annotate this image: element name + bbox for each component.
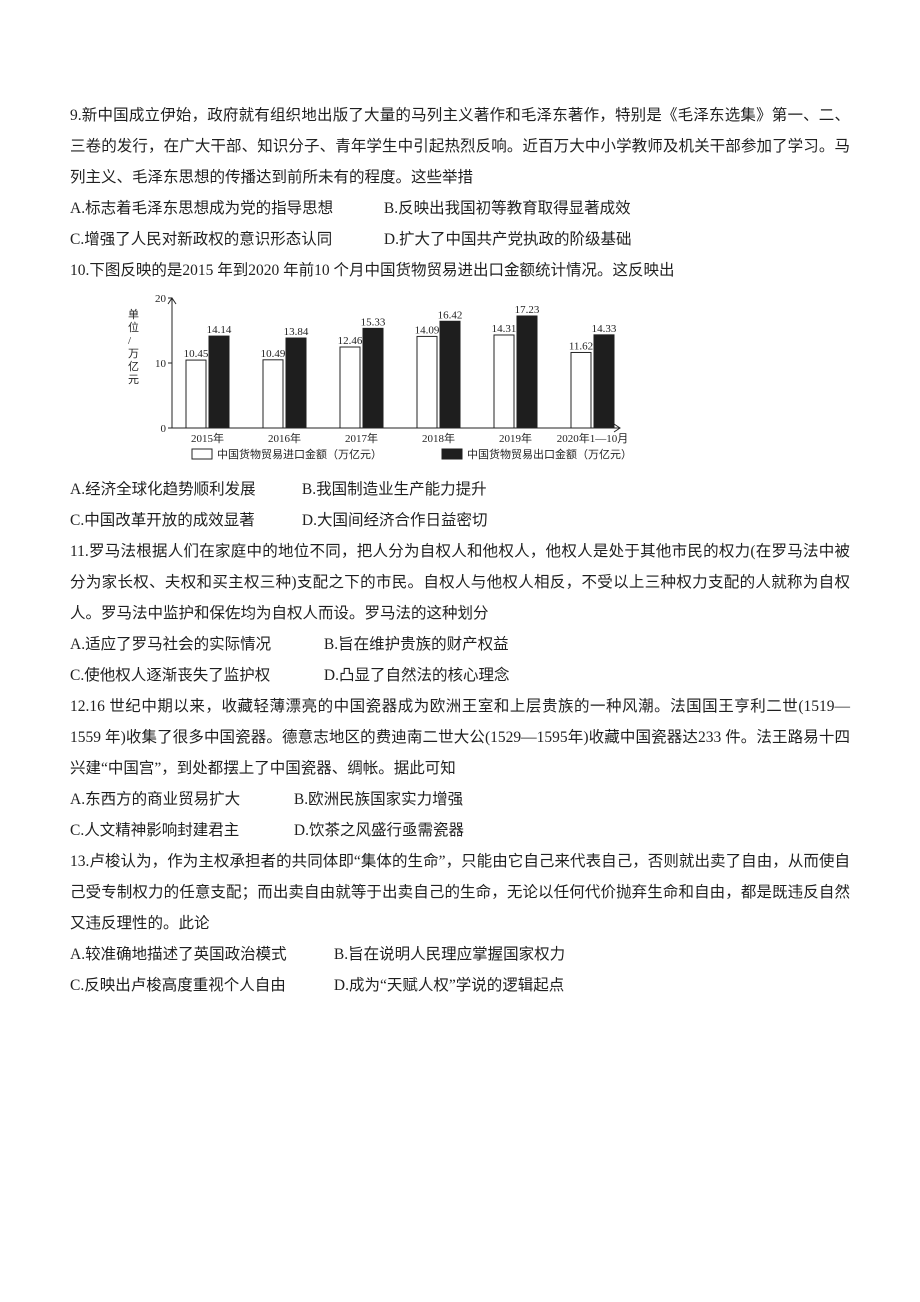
svg-text:12.46: 12.46 xyxy=(338,335,363,347)
bar-chart-svg: 单位/万亿元 0 10 20 10.45 14.14 2015年 10.49 13.84 2016… xyxy=(118,290,678,470)
svg-text:2016年: 2016年 xyxy=(268,431,301,445)
q13-opts-row1: A.较准确地描述了英国政治模式 B.旨在说明人民理应掌握国家权力 xyxy=(70,939,850,970)
svg-text:/: / xyxy=(128,335,132,347)
svg-text:16.42: 16.42 xyxy=(438,309,463,321)
q9-opt-c: C.增强了人民对新政权的意识形态认同 xyxy=(70,224,380,255)
q10-chart: 单位/万亿元 0 10 20 10.45 14.14 2015年 10.49 13.84 2016… xyxy=(118,290,678,470)
svg-text:13.84: 13.84 xyxy=(284,326,309,338)
q13-opts-row2: C.反映出卢梭高度重视个人自由 D.成为“天赋人权”学说的逻辑起点 xyxy=(70,970,850,1001)
q9-opts-row1: A.标志着毛泽东思想成为党的指导思想 B.反映出我国初等教育取得显著成效 xyxy=(70,193,850,224)
q13-opt-b: B.旨在说明人民理应掌握国家权力 xyxy=(334,939,565,970)
q11-opt-a: A.适应了罗马社会的实际情况 xyxy=(70,629,320,660)
q12-opt-c: C.人文精神影响封建君主 xyxy=(70,815,290,846)
svg-text:14.33: 14.33 xyxy=(592,323,617,335)
q9-opts-row2: C.增强了人民对新政权的意识形态认同 D.扩大了中国共产党执政的阶级基础 xyxy=(70,224,850,255)
svg-text:2020年1—10月: 2020年1—10月 xyxy=(557,431,629,445)
q12-stem: 12.16 世纪中期以来，收藏轻薄漂亮的中国瓷器成为欧洲王室和上层贵族的一种风潮… xyxy=(70,691,850,784)
q10-opt-c: C.中国改革开放的成效显著 xyxy=(70,505,298,536)
q12-opts-row1: A.东西方的商业贸易扩大 B.欧洲民族国家实力增强 xyxy=(70,784,850,815)
q10-opt-a: A.经济全球化趋势顺利发展 xyxy=(70,474,298,505)
q12-opt-d: D.饮茶之风盛行亟需瓷器 xyxy=(294,815,464,846)
svg-text:万: 万 xyxy=(128,348,139,360)
svg-text:单: 单 xyxy=(128,308,139,321)
q10-opt-b: B.我国制造业生产能力提升 xyxy=(302,474,487,505)
q11-opts-row1: A.适应了罗马社会的实际情况 B.旨在维护贵族的财产权益 xyxy=(70,629,850,660)
svg-text:14.14: 14.14 xyxy=(207,324,232,336)
q13-opt-d: D.成为“天赋人权”学说的逻辑起点 xyxy=(334,970,564,1001)
svg-text:10.45: 10.45 xyxy=(184,348,209,360)
q9-stem: 9.新中国成立伊始，政府就有组织地出版了大量的马列主义著作和毛泽东著作，特别是《… xyxy=(70,100,850,193)
svg-text:2017年: 2017年 xyxy=(345,431,378,445)
svg-text:位: 位 xyxy=(128,320,139,334)
svg-text:17.23: 17.23 xyxy=(515,304,540,316)
q13-stem: 13.卢梭认为，作为主权承担者的共同体即“集体的生命”，只能由它自己来代表自己，… xyxy=(70,846,850,939)
svg-text:中国货物贸易进口金额（万亿元）: 中国货物贸易进口金额（万亿元） xyxy=(217,447,382,461)
svg-text:11.62: 11.62 xyxy=(569,340,593,352)
svg-text:亿: 亿 xyxy=(128,360,139,373)
q10-stem: 10.下图反映的是2015 年到2020 年前10 个月中国货物贸易进出口金额统… xyxy=(70,255,850,286)
svg-text:2015年: 2015年 xyxy=(191,431,224,445)
q11-opt-c: C.使他权人逐渐丧失了监护权 xyxy=(70,660,320,691)
q13-opt-a: A.较准确地描述了英国政治模式 xyxy=(70,939,330,970)
q11-opt-d: D.凸显了自然法的核心理念 xyxy=(324,660,510,691)
q11-opts-row2: C.使他权人逐渐丧失了监护权 D.凸显了自然法的核心理念 xyxy=(70,660,850,691)
svg-text:2018年: 2018年 xyxy=(422,431,455,445)
svg-text:10: 10 xyxy=(155,358,167,370)
q13-opt-c: C.反映出卢梭高度重视个人自由 xyxy=(70,970,330,1001)
q9-opt-a: A.标志着毛泽东思想成为党的指导思想 xyxy=(70,193,380,224)
q12-opt-b: B.欧洲民族国家实力增强 xyxy=(294,784,463,815)
svg-text:10.49: 10.49 xyxy=(261,348,286,360)
q12-opts-row2: C.人文精神影响封建君主 D.饮茶之风盛行亟需瓷器 xyxy=(70,815,850,846)
q9-opt-b: B.反映出我国初等教育取得显著成效 xyxy=(384,193,631,224)
svg-text:元: 元 xyxy=(128,374,139,386)
svg-text:14.31: 14.31 xyxy=(492,323,517,335)
q11-opt-b: B.旨在维护贵族的财产权益 xyxy=(324,629,509,660)
q10-opts-row2: C.中国改革开放的成效显著 D.大国间经济合作日益密切 xyxy=(70,505,850,536)
q10-opt-d: D.大国间经济合作日益密切 xyxy=(302,505,488,536)
svg-text:2019年: 2019年 xyxy=(499,431,532,445)
q11-stem: 11.罗马法根据人们在家庭中的地位不同，把人分为自权人和他权人，他权人是处于其他… xyxy=(70,536,850,629)
svg-text:0: 0 xyxy=(161,423,167,435)
svg-text:15.33: 15.33 xyxy=(361,316,386,328)
svg-text:中国货物贸易出口金额（万亿元）: 中国货物贸易出口金额（万亿元） xyxy=(467,447,632,461)
q9-opt-d: D.扩大了中国共产党执政的阶级基础 xyxy=(384,224,632,255)
svg-text:20: 20 xyxy=(155,293,167,305)
q10-opts-row1: A.经济全球化趋势顺利发展 B.我国制造业生产能力提升 xyxy=(70,474,850,505)
svg-text:14.09: 14.09 xyxy=(415,324,440,336)
q12-opt-a: A.东西方的商业贸易扩大 xyxy=(70,784,290,815)
